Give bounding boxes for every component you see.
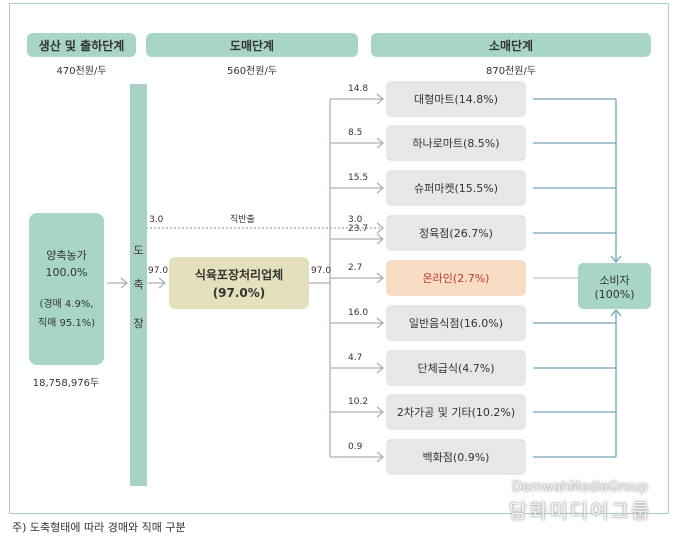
arrowhead-icon	[376, 317, 385, 329]
retail-channel-name: 2차가공 및 기타(10.2%)	[396, 406, 516, 419]
retail-channel-box: 슈퍼마켓(15.5%)	[386, 170, 526, 206]
flow-label: 3.0	[149, 215, 164, 225]
direct-shipment-label: 직반출	[230, 215, 255, 225]
flow-label: 8.5	[348, 128, 363, 138]
watermark: DamwahMediaGroup 담화미디어그룹	[500, 480, 660, 524]
farm-head-count: 18,758,976두	[32, 378, 100, 389]
watermark-ko: 담화미디어그룹	[508, 499, 652, 523]
processor-share: (97.0%)	[212, 286, 266, 300]
arrowhead-icon	[158, 277, 167, 289]
stage-header-wholesale: 도매단계	[146, 33, 358, 57]
consumer-share: (100%)	[594, 287, 635, 301]
retail-channel-box: 정육점(26.7%)	[386, 215, 526, 251]
flow-label: 10.2	[348, 397, 369, 407]
farm-share: 100.0%	[45, 266, 88, 279]
retail-channel-name: 일반음식점(16.0%)	[408, 317, 504, 330]
consumer-name: 소비자	[599, 273, 630, 287]
arrowhead-icon	[376, 272, 385, 284]
price-wholesale: 560천원/두	[226, 66, 278, 77]
arrowhead-icon	[120, 277, 129, 289]
retail-channel-name: 온라인(2.7%)	[422, 272, 490, 285]
stage-header-retail: 소매단계	[371, 33, 651, 57]
retail-channel-box: 온라인(2.7%)	[386, 260, 526, 296]
flow-label: 16.0	[348, 308, 369, 318]
arrowhead-icon	[376, 451, 385, 463]
arrowhead-icon	[376, 406, 385, 418]
arrowhead-icon	[610, 308, 622, 317]
retail-channel-name: 백화점(0.9%)	[422, 451, 490, 464]
retail-channel-box: 일반음식점(16.0%)	[386, 305, 526, 341]
retail-channel-name: 대형마트(14.8%)	[413, 93, 498, 106]
arrowhead-icon	[376, 222, 385, 234]
farm-box: 양축농가 100.0% (경매 4.9%, 직매 95.1%)	[29, 213, 104, 365]
slaughterhouse-bar: 도 축 장	[130, 84, 147, 486]
arrowhead-icon	[376, 233, 385, 245]
retail-channel-box: 하나로마트(8.5%)	[386, 125, 526, 161]
farm-detail: (경매 4.9%,	[39, 299, 94, 310]
slaughterhouse-char: 도	[133, 244, 144, 257]
stage-header-production: 생산 및 출하단계	[27, 33, 136, 57]
retail-channel-box: 백화점(0.9%)	[386, 439, 526, 475]
retail-channel-name: 슈퍼마켓(15.5%)	[413, 182, 498, 195]
diagram-frame	[9, 3, 669, 514]
flow-label: 23.7	[348, 224, 369, 234]
retail-channel-box: 대형마트(14.8%)	[386, 81, 526, 117]
processor-name: 식육포장처리업체	[194, 268, 284, 282]
watermark-en: DamwahMediaGroup	[511, 480, 649, 495]
flow-label: 97.0	[148, 266, 169, 276]
flow-label: 2.7	[348, 263, 363, 273]
arrowhead-icon	[610, 255, 622, 264]
flow-label: 0.9	[348, 442, 363, 452]
retail-channel-box: 단체급식(4.7%)	[386, 350, 526, 386]
arrowhead-icon	[376, 137, 385, 149]
flow-label: 4.7	[348, 353, 363, 363]
retail-channel-name: 하나로마트(8.5%)	[412, 137, 500, 150]
price-retail: 870천원/두	[485, 66, 537, 77]
flow-label: 15.5	[348, 173, 369, 183]
slaughterhouse-char: 장	[133, 317, 144, 330]
flow-label: 3.0	[348, 215, 363, 225]
arrowhead-icon	[376, 93, 385, 105]
consumer-box: 소비자 (100%)	[578, 263, 651, 309]
arrowhead-icon	[376, 362, 385, 374]
farm-name: 양축농가	[46, 249, 87, 262]
flow-label: 14.8	[348, 84, 369, 94]
flow-label: 97.0	[311, 266, 332, 276]
retail-channel-name: 정육점(26.7%)	[419, 227, 493, 240]
footnote: 주) 도축형태에 따라 경매와 직매 구분	[12, 521, 186, 534]
farm-detail: 직매 95.1%)	[37, 318, 96, 329]
retail-channel-name: 단체급식(4.7%)	[417, 362, 495, 375]
processor-box: 식육포장처리업체 (97.0%)	[169, 257, 309, 309]
price-production: 470천원/두	[56, 66, 107, 77]
arrowhead-icon	[376, 182, 385, 194]
slaughterhouse-char: 축	[133, 278, 144, 291]
retail-channel-box: 2차가공 및 기타(10.2%)	[386, 394, 526, 430]
